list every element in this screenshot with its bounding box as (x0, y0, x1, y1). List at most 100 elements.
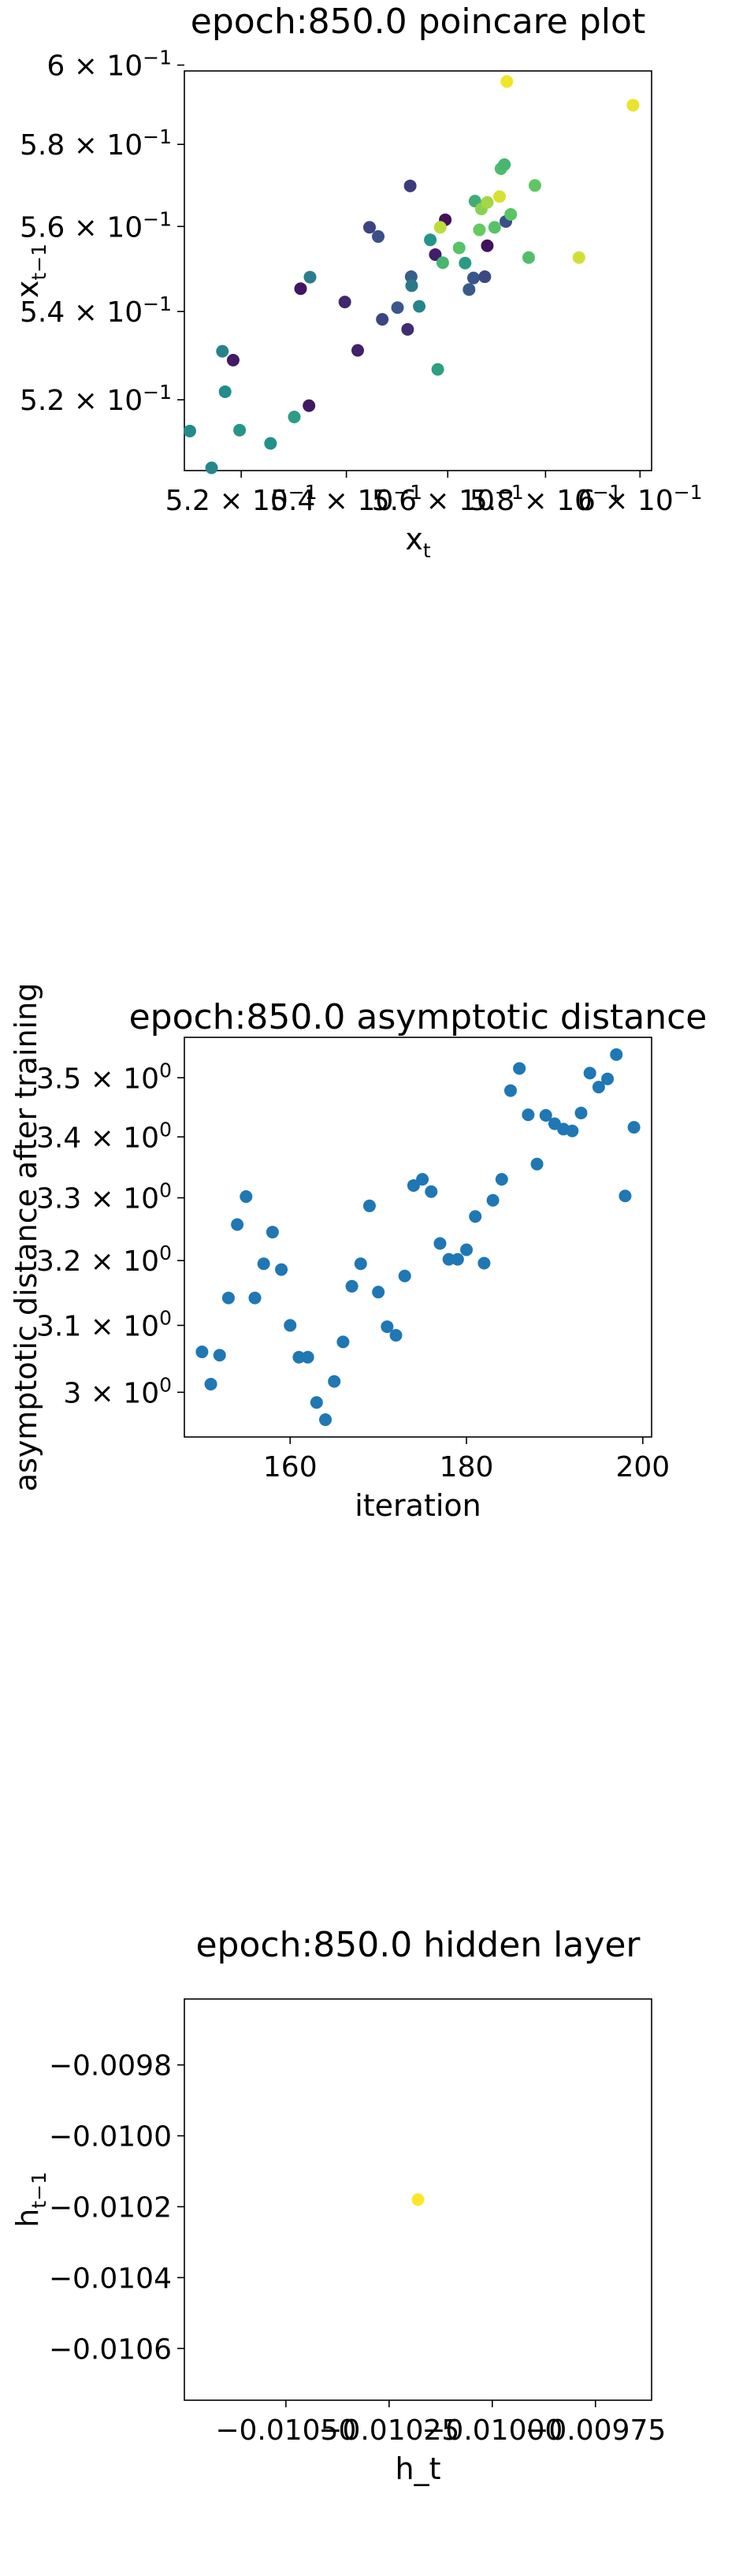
x-axis-label-main: x (405, 522, 423, 557)
y-axis-label: xt−1 (10, 244, 50, 298)
data-point (381, 1320, 394, 1334)
data-point (503, 1084, 517, 1097)
data-point (204, 1377, 217, 1390)
data-point (473, 223, 486, 236)
data-point (218, 385, 232, 398)
data-point (513, 1062, 526, 1075)
tick-mantissa: 3.5 × 10 (36, 1063, 159, 1095)
x-tick-label: 160 (263, 1451, 318, 1483)
data-point (354, 1257, 367, 1271)
y-axis-label: asymptotic distance after training (9, 983, 43, 1492)
data-point (264, 437, 277, 450)
tick-exponent: 0 (159, 1373, 172, 1396)
tick-mantissa: 3 × 10 (63, 1377, 159, 1409)
data-points (195, 1048, 641, 1427)
data-point (481, 239, 494, 252)
data-point (362, 221, 376, 234)
y-tick-label: −0.0104 (49, 2262, 172, 2295)
data-point (226, 353, 240, 367)
y-axis-ticks: 5.2 × 10−15.4 × 10−15.6 × 10−15.8 × 10−1… (20, 47, 184, 417)
data-point (248, 1291, 262, 1305)
data-point (240, 1190, 253, 1204)
data-point (301, 1350, 314, 1364)
data-point (486, 1193, 500, 1207)
y-axis-label: ht−1 (10, 2172, 50, 2228)
y-tick-label: 3 × 100 (63, 1373, 172, 1409)
plot-frame (184, 1998, 652, 2401)
tick-mantissa: 3.4 × 10 (36, 1122, 159, 1154)
y-tick-label: 6 × 10−1 (46, 47, 172, 83)
data-point (266, 1226, 279, 1239)
data-point (488, 221, 501, 234)
tick-mantissa: 5.8 × 10 (20, 129, 143, 162)
data-point (362, 1199, 376, 1212)
data-point (221, 1291, 235, 1305)
x-tick-label: 5.8 × 10−1 (470, 481, 622, 517)
x-tick-label: −0.00975 (525, 2414, 666, 2447)
y-tick-label: −0.0106 (49, 2333, 172, 2366)
data-point (376, 313, 389, 326)
data-point (424, 233, 437, 247)
x-axis-ticks: 5.2 × 10−15.4 × 10−15.6 × 10−15.8 × 10−1… (165, 471, 703, 517)
data-point (310, 1396, 323, 1409)
data-point (466, 271, 480, 285)
data-point (303, 270, 317, 284)
data-point (233, 423, 247, 437)
x-tick-label: 200 (615, 1451, 670, 1483)
data-point (619, 1189, 632, 1203)
data-point (459, 256, 472, 270)
data-point (205, 461, 218, 475)
data-point (610, 1048, 623, 1061)
tick-mantissa: 5.4 × 10 (20, 296, 143, 329)
x-tick-label: 5.2 × 10−1 (165, 481, 318, 517)
data-point (389, 1328, 403, 1342)
data-point (401, 322, 414, 336)
data-points (411, 2193, 425, 2206)
y-axis-label-main: x (10, 281, 45, 299)
data-point (452, 241, 466, 255)
data-point (477, 1256, 491, 1270)
data-point (416, 1173, 429, 1186)
x-axis-label-main: h_t (396, 2451, 441, 2486)
tick-exponent: −1 (143, 125, 172, 148)
data-point (583, 1067, 596, 1080)
data-point (425, 1185, 438, 1198)
plot-frame (184, 70, 652, 471)
data-point (183, 424, 196, 437)
y-tick-label: −0.0098 (49, 2050, 172, 2083)
data-point (404, 270, 418, 284)
tick-mantissa: 6 × 10 (578, 485, 674, 517)
data-point (626, 99, 640, 112)
y-axis-label-sub: t−1 (28, 2172, 50, 2209)
data-point (407, 1178, 420, 1192)
data-point (442, 1253, 455, 1266)
y-tick-label: 3.4 × 100 (36, 1118, 172, 1154)
data-point (372, 230, 385, 244)
x-tick-label: −0.01025 (318, 2414, 459, 2447)
data-point (431, 363, 444, 376)
x-tick-label: 5.6 × 10−1 (372, 481, 524, 517)
x-axis-ticks: 160 180 200 (263, 1437, 670, 1483)
y-tick-label: 5.4 × 10−1 (20, 292, 172, 329)
data-point (500, 75, 514, 88)
data-point (522, 1108, 535, 1122)
tick-exponent: 0 (159, 1118, 172, 1141)
data-point (433, 221, 447, 234)
x-tick-label: 6 × 10−1 (578, 481, 703, 517)
tick-mantissa: 6 × 10 (46, 50, 143, 83)
data-point (391, 301, 404, 315)
tick-exponent: 0 (159, 1241, 172, 1264)
data-point (288, 410, 301, 423)
data-point (403, 179, 417, 192)
data-point (338, 296, 351, 309)
tick-exponent: −1 (674, 481, 703, 504)
tick-mantissa: 3.2 × 10 (36, 1245, 159, 1278)
tick-exponent: −1 (495, 481, 524, 504)
data-point (294, 282, 307, 296)
y-tick-label: 3.2 × 100 (36, 1241, 172, 1278)
y-axis-label-sub: t−1 (28, 244, 50, 281)
tick-exponent: −1 (143, 47, 172, 69)
data-point (372, 1286, 385, 1299)
